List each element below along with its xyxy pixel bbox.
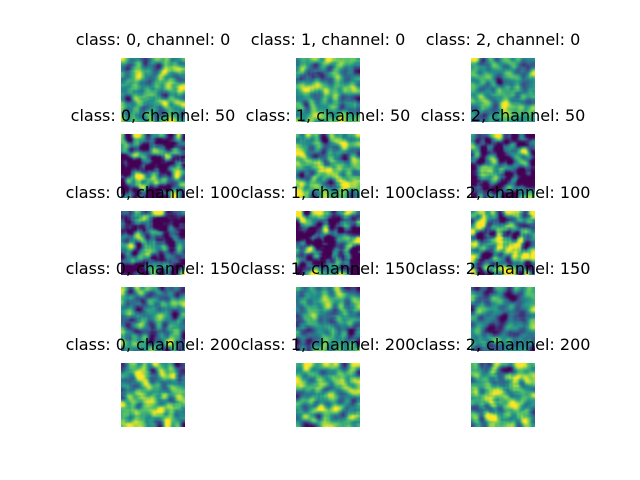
heatmap-panel-class-1-channel-200: class: 1, channel: 200: [241, 335, 415, 427]
heatmap-panel-class-2-channel-100: class: 2, channel: 100: [416, 183, 590, 275]
heatmap-panel-class-0-channel-150: class: 0, channel: 150: [66, 259, 240, 351]
heatmap-panel-class-1-channel-150: class: 1, channel: 150: [241, 259, 415, 351]
heatmap-panel-class-2-channel-200: class: 2, channel: 200: [416, 335, 590, 427]
heatmap-panel-class-0-channel-50: class: 0, channel: 50: [71, 106, 235, 198]
heatmap-image: [471, 211, 535, 275]
panel-title: class: 0, channel: 100: [65, 183, 241, 202]
heatmap-panel-class-1-channel-0: class: 1, channel: 0: [251, 30, 405, 122]
panel-title: class: 2, channel: 0: [425, 30, 581, 49]
heatmap-panel-class-0-channel-200: class: 0, channel: 200: [66, 335, 240, 427]
panel-title: class: 0, channel: 150: [65, 259, 241, 278]
heatmap-image: [296, 58, 360, 122]
heatmap-panel-class-1-channel-100: class: 1, channel: 100: [241, 183, 415, 275]
panel-title: class: 2, channel: 100: [415, 183, 591, 202]
heatmap-image: [296, 211, 360, 275]
heatmap-panel-class-2-channel-0: class: 2, channel: 0: [426, 30, 580, 122]
heatmap-image: [121, 211, 185, 275]
panel-title: class: 0, channel: 0: [75, 30, 231, 49]
heatmap-image: [471, 363, 535, 427]
panel-title: class: 2, channel: 150: [415, 259, 591, 278]
heatmap-panel-class-2-channel-150: class: 2, channel: 150: [416, 259, 590, 351]
panel-title: class: 0, channel: 200: [65, 335, 241, 354]
panel-title: class: 1, channel: 50: [245, 106, 411, 125]
panel-title: class: 2, channel: 200: [415, 335, 591, 354]
heatmap-panel-class-2-channel-50: class: 2, channel: 50: [421, 106, 585, 198]
heatmap-image: [121, 363, 185, 427]
heatmap-panel-class-0-channel-0: class: 0, channel: 0: [76, 30, 230, 122]
heatmap-image: [121, 58, 185, 122]
panel-title: class: 2, channel: 50: [420, 106, 586, 125]
panel-title: class: 1, channel: 200: [240, 335, 416, 354]
heatmap-panel-class-0-channel-100: class: 0, channel: 100: [66, 183, 240, 275]
heatmap-image: [121, 134, 185, 198]
heatmap-image: [121, 287, 185, 351]
panel-title: class: 1, channel: 100: [240, 183, 416, 202]
heatmap-image: [471, 134, 535, 198]
heatmap-image: [296, 134, 360, 198]
panel-title: class: 1, channel: 0: [250, 30, 406, 49]
heatmap-image: [471, 287, 535, 351]
heatmap-image: [471, 58, 535, 122]
heatmap-panel-class-1-channel-50: class: 1, channel: 50: [246, 106, 410, 198]
heatmap-image: [296, 363, 360, 427]
heatmap-image: [296, 287, 360, 351]
panel-title: class: 0, channel: 50: [70, 106, 236, 125]
panel-title: class: 1, channel: 150: [240, 259, 416, 278]
